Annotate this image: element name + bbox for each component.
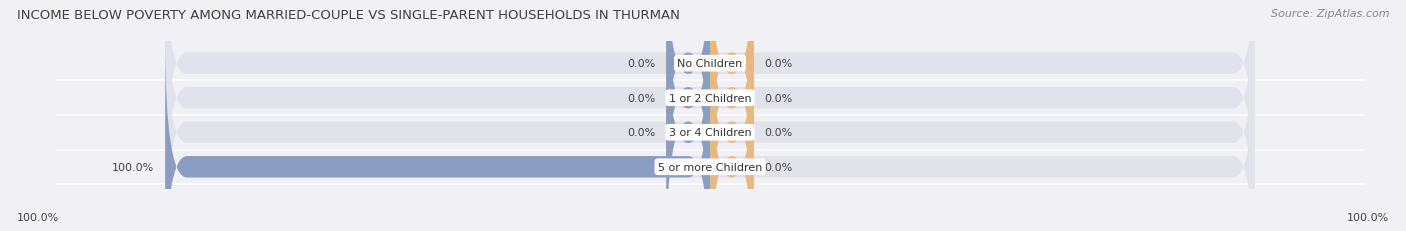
Text: 100.0%: 100.0% <box>1347 212 1389 222</box>
Text: 0.0%: 0.0% <box>765 128 793 138</box>
Text: 0.0%: 0.0% <box>627 59 655 69</box>
Text: 100.0%: 100.0% <box>17 212 59 222</box>
Text: 0.0%: 0.0% <box>627 93 655 103</box>
FancyBboxPatch shape <box>166 6 1256 231</box>
Text: Source: ZipAtlas.com: Source: ZipAtlas.com <box>1271 9 1389 19</box>
Text: 1 or 2 Children: 1 or 2 Children <box>669 93 751 103</box>
FancyBboxPatch shape <box>166 40 1256 231</box>
FancyBboxPatch shape <box>166 0 1256 191</box>
Text: 0.0%: 0.0% <box>765 93 793 103</box>
Text: 0.0%: 0.0% <box>627 128 655 138</box>
Text: 0.0%: 0.0% <box>765 162 793 172</box>
Text: 0.0%: 0.0% <box>765 59 793 69</box>
Text: 3 or 4 Children: 3 or 4 Children <box>669 128 751 138</box>
Text: 5 or more Children: 5 or more Children <box>658 162 762 172</box>
FancyBboxPatch shape <box>166 40 710 231</box>
Text: 100.0%: 100.0% <box>112 162 155 172</box>
FancyBboxPatch shape <box>166 0 1256 225</box>
FancyBboxPatch shape <box>666 0 710 191</box>
FancyBboxPatch shape <box>666 6 710 231</box>
FancyBboxPatch shape <box>710 6 754 231</box>
FancyBboxPatch shape <box>710 40 754 231</box>
Text: INCOME BELOW POVERTY AMONG MARRIED-COUPLE VS SINGLE-PARENT HOUSEHOLDS IN THURMAN: INCOME BELOW POVERTY AMONG MARRIED-COUPL… <box>17 9 679 22</box>
FancyBboxPatch shape <box>666 0 710 225</box>
FancyBboxPatch shape <box>710 0 754 225</box>
Text: No Children: No Children <box>678 59 742 69</box>
FancyBboxPatch shape <box>710 0 754 191</box>
